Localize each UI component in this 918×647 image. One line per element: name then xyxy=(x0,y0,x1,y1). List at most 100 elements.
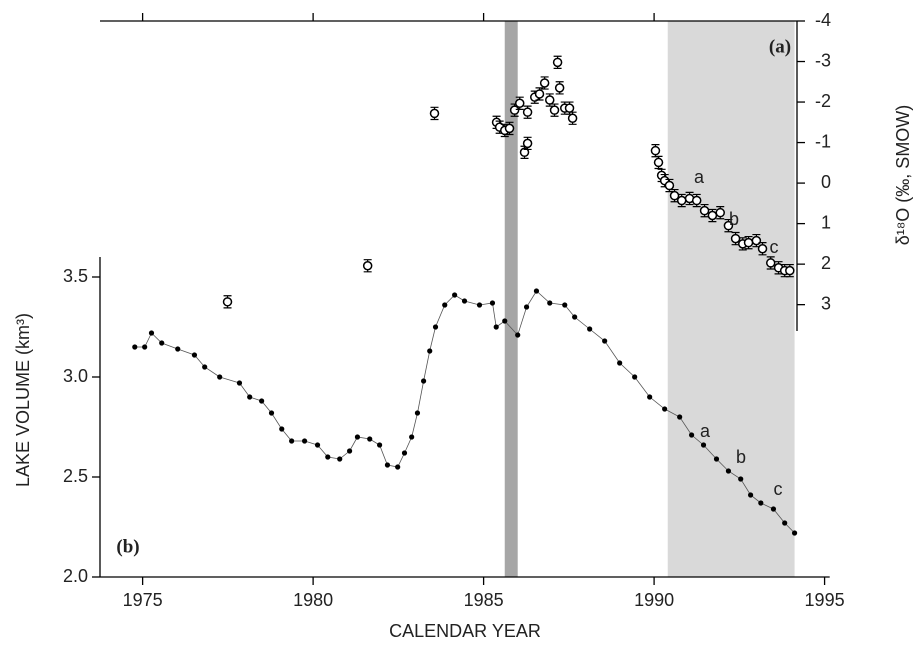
annotation: b xyxy=(736,447,746,467)
isotope-point xyxy=(522,107,533,117)
volume-point xyxy=(515,332,521,338)
volume-point xyxy=(401,450,408,456)
volume-point xyxy=(202,364,208,370)
volume-point xyxy=(325,454,331,460)
volume-point xyxy=(247,394,253,400)
annotation: a xyxy=(694,167,705,187)
volume-point xyxy=(617,360,623,366)
volume-point xyxy=(279,426,285,432)
isotope-point xyxy=(676,195,687,206)
isotope-point xyxy=(715,207,725,218)
volume-point xyxy=(523,304,530,310)
volume-point xyxy=(713,456,720,462)
volume-point xyxy=(420,378,427,384)
y-tick-label: 3.5 xyxy=(63,266,88,286)
x-tick-label: 1980 xyxy=(293,590,333,610)
volume-point xyxy=(476,302,483,308)
annotation: a xyxy=(700,421,711,441)
y2-tick-label: 0 xyxy=(821,172,831,192)
isotope-point xyxy=(429,108,440,119)
volume-point xyxy=(547,300,553,306)
y-tick-label: 3.0 xyxy=(63,366,88,386)
volume-point xyxy=(700,442,707,448)
isotope-point xyxy=(730,233,741,244)
volume-point xyxy=(442,302,448,308)
volume-point xyxy=(502,318,508,324)
isotope-point xyxy=(757,243,768,254)
volume-point xyxy=(432,324,439,330)
isotope-point xyxy=(664,180,675,191)
volume-point xyxy=(677,414,683,420)
isotope-point xyxy=(222,297,233,307)
isotope-point xyxy=(552,57,563,68)
volume-point xyxy=(289,438,295,444)
volume-point xyxy=(647,394,653,400)
volume-point xyxy=(662,406,668,412)
isotope-point xyxy=(564,103,575,113)
isotope-point xyxy=(691,195,702,206)
annotation: c xyxy=(770,237,779,257)
volume-point xyxy=(259,398,265,404)
volume-point xyxy=(301,438,308,444)
volume-point xyxy=(461,298,468,304)
volume-point xyxy=(217,374,223,380)
isotope-point xyxy=(765,258,776,268)
volume-point xyxy=(409,434,415,440)
isotope-point xyxy=(723,220,734,231)
isotope-point xyxy=(519,147,530,158)
isotope-point xyxy=(509,105,520,115)
volume-point xyxy=(572,314,578,320)
y2-tick-label: -2 xyxy=(815,91,831,111)
annotation: b xyxy=(729,209,739,229)
volume-point xyxy=(533,288,540,294)
volume-point xyxy=(452,292,458,298)
volume-point xyxy=(367,436,373,442)
x-tick-label: 1985 xyxy=(464,590,504,610)
volume-point xyxy=(689,432,695,438)
shaded-span xyxy=(504,21,518,577)
shaded-span xyxy=(667,21,795,577)
x-tick-label: 1990 xyxy=(634,590,674,610)
y2-tick-label: 3 xyxy=(821,293,831,313)
annotation: (b) xyxy=(116,536,139,557)
volume-point xyxy=(414,410,421,416)
isotope-point xyxy=(504,123,515,134)
y-axis-label: LAKE VOLUME (km³) xyxy=(13,313,33,487)
y2-tick-label: -1 xyxy=(815,131,831,151)
volume-point xyxy=(159,340,165,346)
volume-point xyxy=(770,506,777,512)
volume-point xyxy=(268,410,275,416)
volume-point xyxy=(314,442,321,448)
volume-point xyxy=(354,434,361,440)
isotope-point xyxy=(554,83,565,93)
isotope-point xyxy=(545,95,555,105)
isotope-point xyxy=(567,113,578,124)
x-axis-label: CALENDAR YEAR xyxy=(389,621,541,641)
volume-point xyxy=(791,530,798,536)
volume-point xyxy=(493,324,499,330)
volume-point xyxy=(489,300,496,306)
volume-point xyxy=(562,302,568,308)
volume-point xyxy=(142,344,148,350)
volume-point xyxy=(427,348,433,354)
volume-point xyxy=(377,442,383,448)
volume-point xyxy=(384,462,391,468)
isotope-point xyxy=(514,98,525,109)
volume-point xyxy=(236,380,243,386)
volume-point xyxy=(782,520,788,526)
volume-point xyxy=(587,326,593,332)
volume-point xyxy=(725,468,732,474)
x-tick-label: 1995 xyxy=(805,590,845,610)
isotope-point xyxy=(707,210,718,221)
volume-point xyxy=(175,346,181,352)
y2-axis-label: δ¹⁸O (‰, SMOW) xyxy=(893,105,913,246)
isotope-point xyxy=(539,78,550,88)
annotation: (a) xyxy=(769,36,791,57)
volume-point xyxy=(132,344,138,350)
y-tick-label: 2.5 xyxy=(63,466,88,486)
volume-point xyxy=(747,492,754,498)
y2-tick-label: 2 xyxy=(821,253,831,273)
isotope-point xyxy=(362,261,373,271)
